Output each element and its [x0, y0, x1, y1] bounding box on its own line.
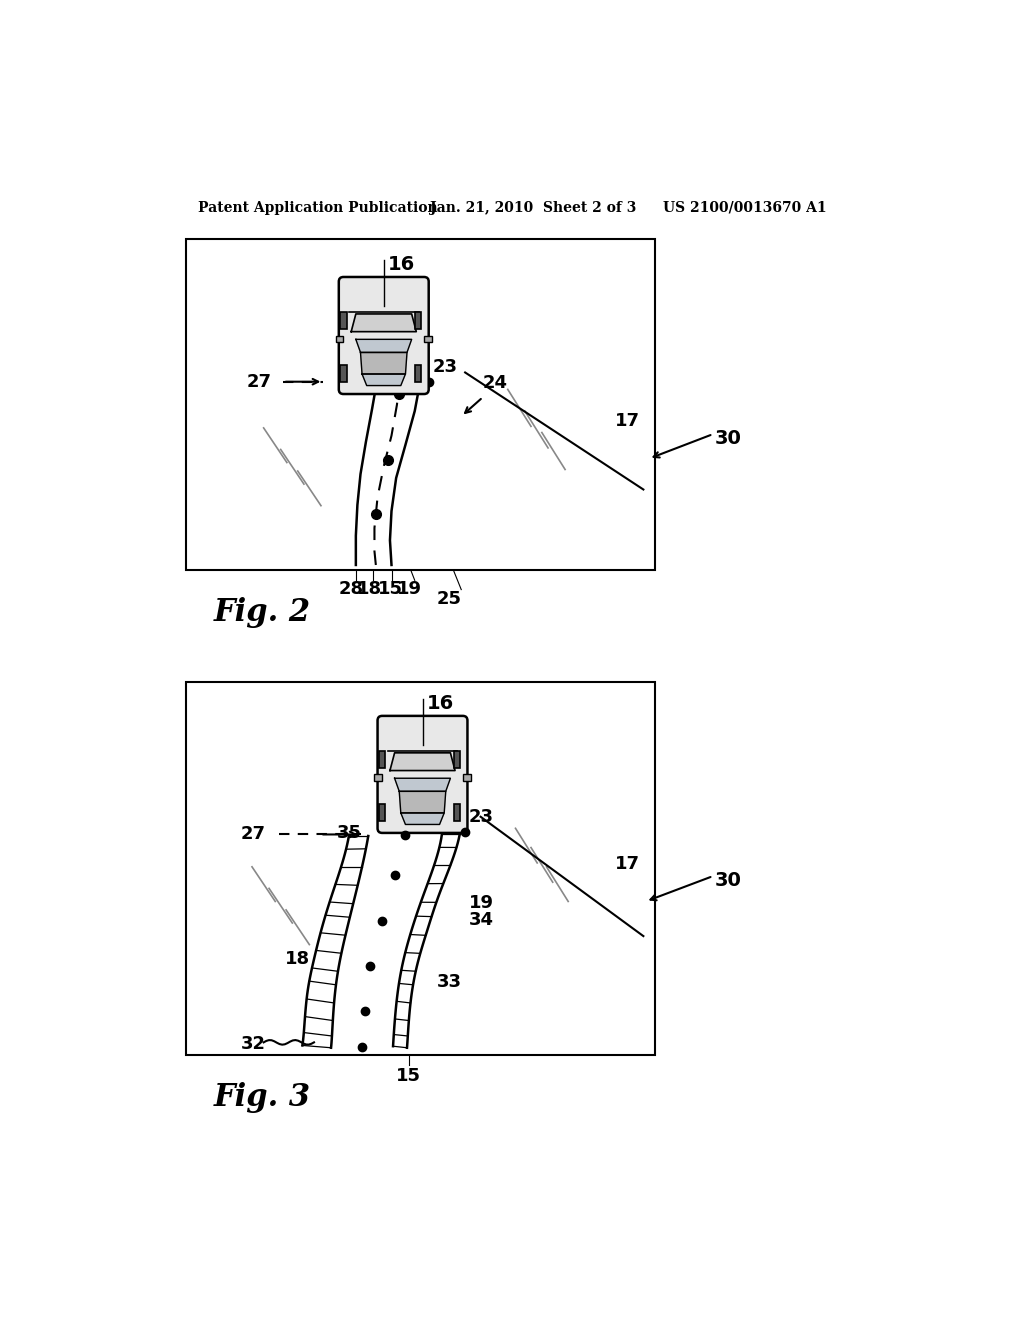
- Bar: [379, 751, 385, 768]
- Text: 15: 15: [396, 1067, 421, 1085]
- Text: Jan. 21, 2010  Sheet 2 of 3: Jan. 21, 2010 Sheet 2 of 3: [430, 201, 637, 215]
- Text: Fig. 2: Fig. 2: [213, 598, 310, 628]
- Text: 24: 24: [483, 374, 508, 392]
- Bar: [415, 364, 421, 381]
- Bar: [340, 313, 346, 330]
- Bar: [336, 335, 343, 342]
- Polygon shape: [351, 314, 417, 331]
- Text: Fig. 3: Fig. 3: [213, 1082, 310, 1113]
- Polygon shape: [390, 752, 455, 771]
- Polygon shape: [362, 374, 406, 385]
- Text: 23: 23: [432, 358, 458, 376]
- Polygon shape: [399, 792, 445, 813]
- Bar: [454, 751, 460, 768]
- Bar: [186, 239, 655, 570]
- Text: 34: 34: [469, 911, 494, 929]
- Text: 19: 19: [469, 894, 494, 912]
- Text: 16: 16: [426, 693, 454, 713]
- Bar: [379, 804, 385, 821]
- Text: 23: 23: [469, 808, 494, 826]
- Text: 30: 30: [715, 429, 741, 449]
- Text: 18: 18: [357, 581, 382, 598]
- Text: 33: 33: [436, 973, 462, 991]
- Text: 27: 27: [241, 825, 266, 843]
- Text: 18: 18: [285, 950, 310, 968]
- Bar: [375, 775, 382, 780]
- Text: 32: 32: [241, 1035, 265, 1052]
- Bar: [463, 775, 471, 780]
- Text: Patent Application Publication: Patent Application Publication: [198, 201, 437, 215]
- Text: 27: 27: [247, 372, 271, 391]
- Bar: [454, 804, 460, 821]
- Bar: [186, 682, 655, 1056]
- Bar: [415, 313, 421, 330]
- Text: 19: 19: [397, 581, 422, 598]
- Text: 28: 28: [339, 581, 364, 598]
- Polygon shape: [356, 339, 412, 352]
- Text: 15: 15: [378, 581, 402, 598]
- Text: 35: 35: [337, 824, 362, 842]
- Text: 30: 30: [715, 871, 741, 890]
- Text: US 2100/0013670 A1: US 2100/0013670 A1: [663, 201, 826, 215]
- Polygon shape: [360, 352, 407, 374]
- FancyBboxPatch shape: [378, 715, 467, 833]
- Text: 17: 17: [614, 855, 640, 874]
- FancyBboxPatch shape: [339, 277, 429, 395]
- Text: 16: 16: [388, 255, 415, 273]
- Bar: [424, 335, 432, 342]
- Text: 17: 17: [614, 412, 640, 430]
- Polygon shape: [394, 779, 451, 792]
- Bar: [340, 364, 346, 381]
- Polygon shape: [400, 813, 444, 825]
- Text: 25: 25: [437, 590, 462, 607]
